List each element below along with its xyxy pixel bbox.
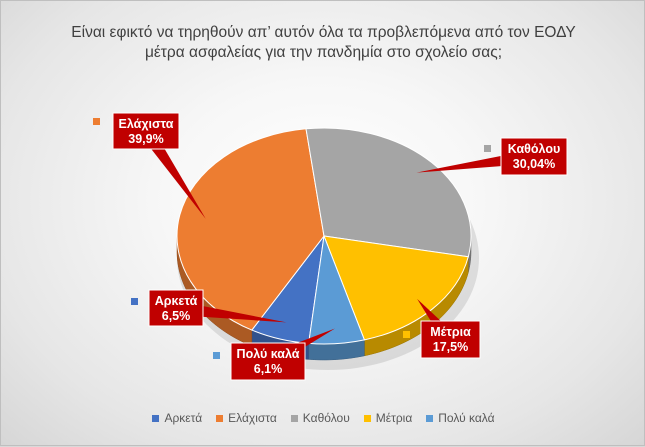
data-label-marker-0 [131,298,138,305]
legend-item-1: Ελάχιστα [216,411,277,425]
legend-label-3: Μέτρια [375,411,413,425]
data-label-marker-3 [403,331,410,338]
data-label-category-0: Αρκετά [155,294,198,308]
data-label-category-2: Καθόλου [508,142,561,156]
data-label-value-4: 6,1% [254,362,283,376]
pie-slice-3 [323,235,469,341]
data-label-marker-4 [213,352,220,359]
pie-slice-1 [176,128,325,331]
data-label-value-2: 30,04% [513,157,555,171]
data-label-box-2 [500,137,568,176]
legend-swatch-3 [363,414,371,422]
chart-legend: Αρκετά Ελάχιστα Καθόλου Μέτρια Πολύ καλά [1,411,645,425]
legend-item-0: Αρκετά [152,411,202,425]
chart-title-line-2: μέτρα ασφαλείας για την πανδημία στο σχο… [144,44,503,61]
data-label-category-3: Μέτρια [430,325,471,339]
legend-swatch-0 [152,414,160,422]
legend-label-4: Πολύ καλά [438,411,495,425]
chart-title-line-1: Είναι εφικτό να τηρηθούν απ’ αυτόν όλα τ… [71,24,576,41]
data-label-value-3: 17,5% [433,340,468,354]
data-label-category-1: Ελάχιστα [119,117,174,131]
legend-swatch-2 [290,414,298,422]
data-label-box-0 [148,289,204,327]
pie-slices [176,127,472,345]
legend-item-3: Μέτρια [363,411,413,425]
legend-swatch-1 [216,414,224,422]
data-label-marker-2 [484,145,491,152]
data-label-value-1: 39,9% [128,132,163,146]
legend-item-2: Καθόλου [290,411,350,425]
legend-label-0: Αρκετά [164,411,203,425]
legend-swatch-4 [426,414,434,422]
data-label-box-4 [230,342,306,381]
data-label-value-0: 6,5% [162,309,191,323]
legend-label-1: Ελάχιστα [228,411,277,425]
data-label-pointer-1 [140,127,206,219]
data-label-box-3 [420,320,481,359]
data-label-category-4: Πολύ καλά [237,347,300,361]
legend-item-4: Πολύ καλά [426,411,495,425]
data-label-box-1 [112,112,180,150]
legend-label-2: Καθόλου [302,411,350,425]
data-label-marker-1 [93,118,100,125]
pie-slice-2 [305,127,472,258]
chart-title: Είναι εφικτό να τηρηθούν απ’ αυτόν όλα τ… [41,23,606,63]
